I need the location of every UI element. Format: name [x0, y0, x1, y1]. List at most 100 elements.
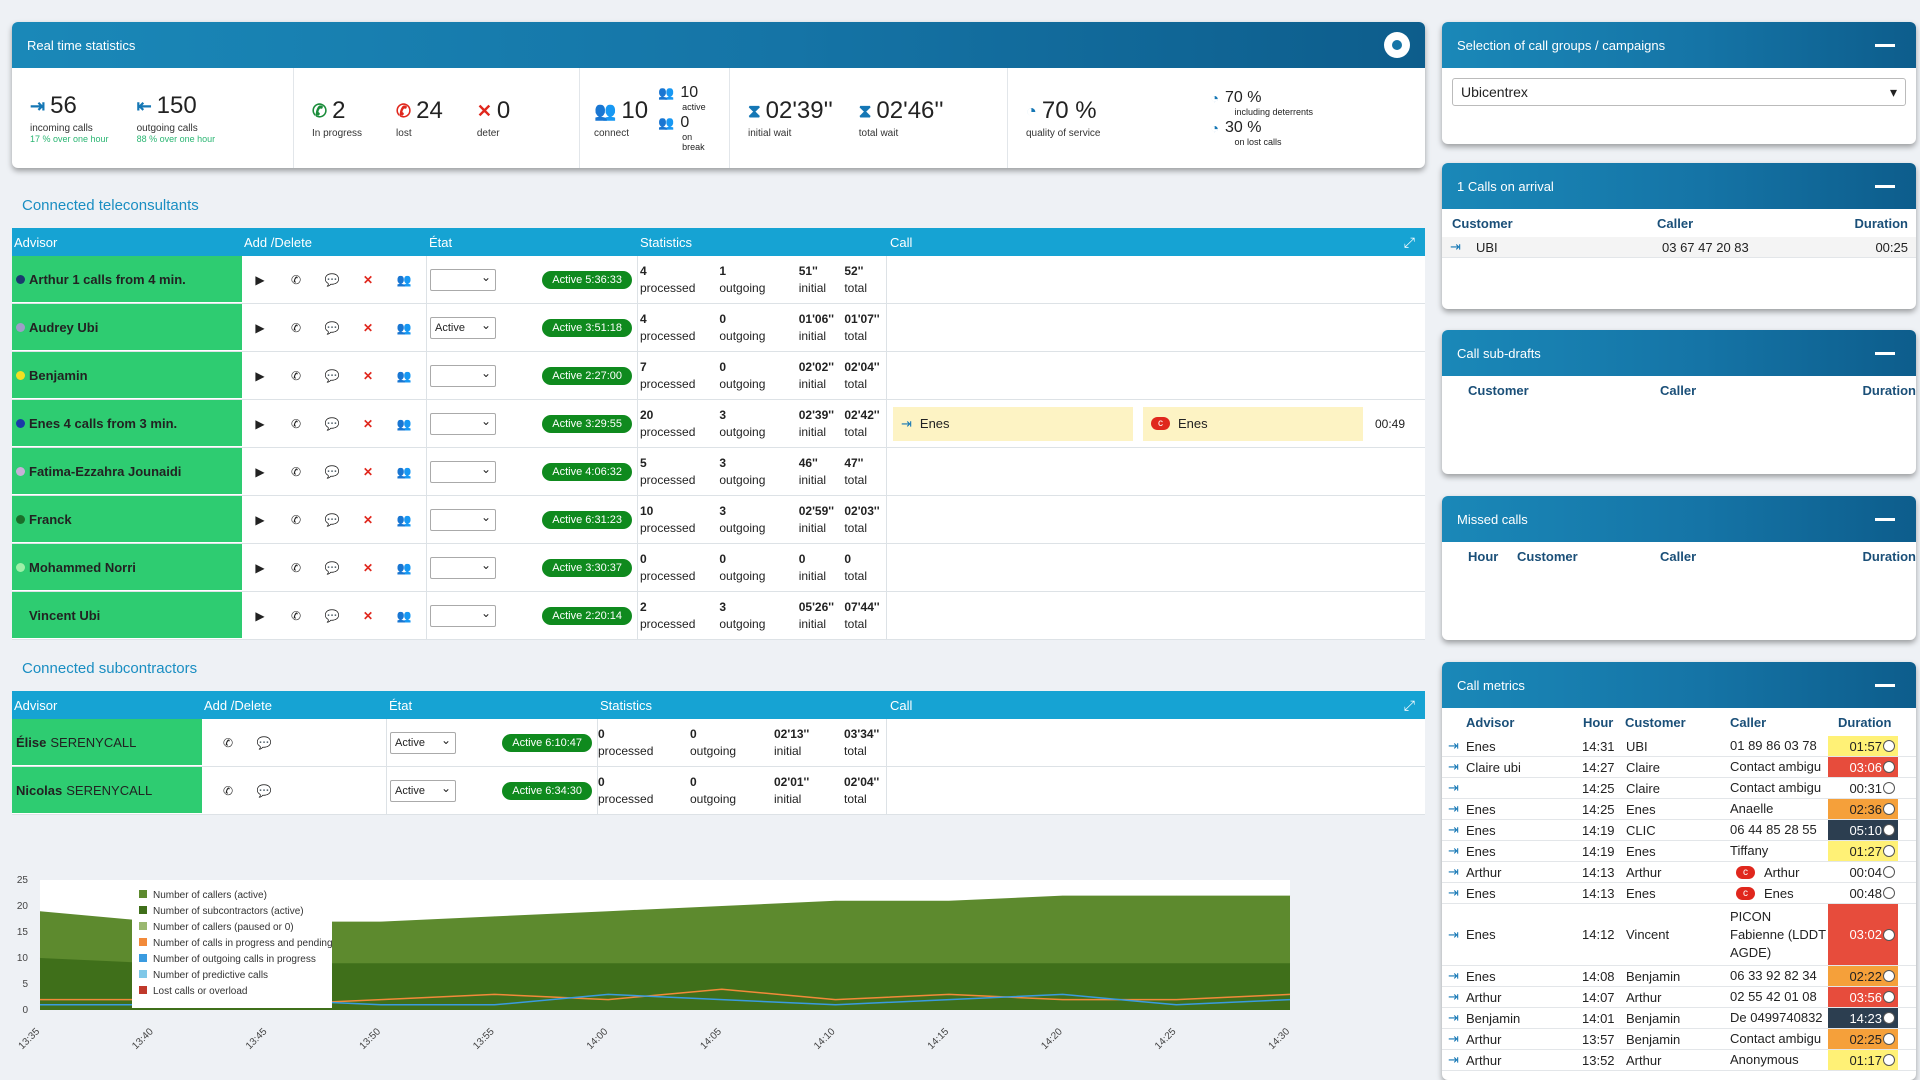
play-icon[interactable]: ▶ — [255, 320, 265, 335]
metric-row[interactable]: ⇥ Arthur 14:07 Arthur 02 55 42 01 08 03:56 — [1442, 987, 1916, 1008]
state-select[interactable]: Active — [390, 779, 456, 802]
play-icon[interactable]: ▶ — [255, 368, 265, 383]
collapse-icon[interactable] — [1875, 43, 1895, 47]
metric-row[interactable]: ⇥ Enes 14:13 Enes c Enes 00:48 — [1442, 883, 1916, 904]
state-select[interactable]: Active — [430, 316, 496, 339]
users-icon[interactable]: 👥 — [396, 560, 412, 575]
metric-row[interactable]: ⇥ Claire ubi 14:27 Claire Contact ambigu 03:0… — [1442, 757, 1916, 778]
users-icon[interactable]: 👥 — [396, 416, 412, 431]
users-icon[interactable]: 👥 — [396, 608, 412, 623]
arrival-row[interactable]: ⇥ UBI 03 67 47 20 83 00:25 — [1442, 237, 1916, 258]
phone-icon[interactable]: ✆ — [290, 464, 302, 479]
play-icon[interactable]: ▶ — [255, 464, 265, 479]
expand-icon[interactable]: ⤢ — [1403, 696, 1415, 713]
chat-icon[interactable]: 💬 — [324, 320, 340, 335]
users-icon[interactable]: 👥 — [396, 320, 412, 335]
state-select[interactable] — [430, 604, 496, 627]
users-icon[interactable]: 👥 — [396, 512, 412, 527]
users-break-icon: 👥 — [658, 115, 675, 130]
phone-icon[interactable]: ✆ — [290, 368, 302, 383]
chat-icon[interactable]: 💬 — [256, 783, 272, 798]
advisor-row: Vincent Ubi ▶ ✆ 💬 ✕ 👥 Active 2:20:14 2processed… — [12, 592, 1425, 640]
collapse-icon[interactable] — [1875, 351, 1895, 355]
expand-icon[interactable]: ⤢ — [1403, 233, 1415, 250]
metric-row[interactable]: ⇥ Arthur 13:52 Arthur Anonymous 01:17 — [1442, 1050, 1916, 1071]
chat-icon[interactable]: 💬 — [256, 735, 272, 750]
advisor-name-cell[interactable]: Benjamin — [12, 352, 242, 399]
delete-icon[interactable]: ✕ — [362, 368, 374, 383]
phone-icon[interactable]: ✆ — [290, 416, 302, 431]
metric-row[interactable]: ⇥ Enes 14:25 Enes Anaelle 02:36 — [1442, 799, 1916, 820]
collapse-icon[interactable] — [1875, 517, 1895, 521]
play-icon[interactable]: ▶ — [255, 272, 265, 287]
phone-icon[interactable]: ✆ — [290, 608, 302, 623]
play-icon[interactable]: ▶ — [255, 512, 265, 527]
phone-icon[interactable]: ✆ — [290, 272, 302, 287]
delete-icon[interactable]: ✕ — [362, 320, 374, 335]
delete-icon[interactable]: ✕ — [362, 560, 374, 575]
chat-icon[interactable]: 💬 — [324, 416, 340, 431]
advisor-name-cell[interactable]: Fatima-Ezzahra Jounaidi — [12, 448, 242, 495]
x-tick-label: 13:40 — [130, 1026, 156, 1052]
metric-row[interactable]: ⇥ Enes 14:12 Vincent PICON Fabienne (LDDT AG… — [1442, 904, 1916, 966]
metric-row[interactable]: ⇥ Arthur 14:13 Arthur c Arthur 00:04 — [1442, 862, 1916, 883]
play-icon[interactable]: ▶ — [255, 416, 265, 431]
collapse-icon[interactable] — [1875, 184, 1895, 188]
users-icon[interactable]: 👥 — [396, 368, 412, 383]
subcontractor-name-cell[interactable]: Nicolas SERENYCALL — [12, 767, 202, 814]
collapse-icon[interactable] — [1875, 683, 1895, 687]
subcontractor-name-cell[interactable]: Élise SERENYCALL — [12, 719, 202, 766]
stat-group-agents: 👥 10 connect 👥 10 active 👥 0 on break — [580, 68, 730, 168]
metric-row[interactable]: ⇥ Enes 14:19 Enes Tiffany 01:27 — [1442, 841, 1916, 862]
gear-icon[interactable] — [1384, 32, 1410, 58]
statistics-cell: 0 processed 0 outgoing 02'13'' initial 03'34''… — [597, 719, 887, 766]
metric-row[interactable]: ⇥ 14:25 Claire Contact ambigu 00:31 — [1442, 778, 1916, 799]
metric-row[interactable]: ⇥ Enes 14:19 CLIC 06 44 85 28 55 05:10 — [1442, 820, 1916, 841]
users-icon[interactable]: 👥 — [396, 464, 412, 479]
state-select[interactable] — [430, 364, 496, 387]
metric-row[interactable]: ⇥ Arthur 13:57 Benjamin Contact ambigu 02:25 — [1442, 1029, 1916, 1050]
chat-icon[interactable]: 💬 — [324, 560, 340, 575]
delete-icon[interactable]: ✕ — [362, 272, 374, 287]
metric-row[interactable]: ⇥ Enes 14:31 UBI 01 89 86 03 78 01:57 — [1442, 736, 1916, 757]
phone-icon[interactable]: ✆ — [290, 560, 302, 575]
advisor-name-cell[interactable]: Mohammed Norri — [12, 544, 242, 591]
state-select[interactable]: Active — [390, 731, 456, 754]
delete-icon[interactable]: ✕ — [362, 416, 374, 431]
advisor-name-cell[interactable]: Enes 4 calls from 3 min. — [12, 400, 242, 447]
advisor-name-cell[interactable]: Vincent Ubi — [12, 592, 242, 639]
state-select[interactable] — [430, 508, 496, 531]
active-badge: Active 3:29:55 — [542, 414, 632, 433]
statistics-cell: 4 processed 1 outgoing 51'' initial 52'' total — [637, 256, 887, 303]
stat-outgoing: 0 outgoing — [719, 359, 766, 391]
users-icon[interactable]: 👥 — [396, 272, 412, 287]
active-call[interactable]: ⇥ Enes c Enes 00:49 — [893, 406, 1411, 441]
delete-icon[interactable]: ✕ — [362, 464, 374, 479]
phone-icon[interactable]: ✆ — [222, 783, 234, 798]
delete-icon[interactable]: ✕ — [362, 608, 374, 623]
hourglass-icon: ⧗ — [748, 100, 761, 121]
metrics-panel: Call metrics Advisor Hour Customer Calle… — [1442, 662, 1916, 1080]
chat-icon[interactable]: 💬 — [324, 464, 340, 479]
campaign-select[interactable]: Ubicentrex ▾ — [1452, 78, 1906, 106]
state-select[interactable] — [430, 412, 496, 435]
advisor-name-cell[interactable]: Audrey Ubi — [12, 304, 242, 351]
advisor-name-cell[interactable]: Arthur 1 calls from 4 min. — [12, 256, 242, 303]
state-select[interactable] — [430, 556, 496, 579]
chat-icon[interactable]: 💬 — [324, 512, 340, 527]
chat-icon[interactable]: 💬 — [324, 368, 340, 383]
delete-icon[interactable]: ✕ — [362, 512, 374, 527]
play-icon[interactable]: ▶ — [255, 608, 265, 623]
play-icon[interactable]: ▶ — [255, 560, 265, 575]
chat-icon[interactable]: 💬 — [324, 608, 340, 623]
phone-icon[interactable]: ✆ — [290, 320, 302, 335]
advisor-name-cell[interactable]: Franck — [12, 496, 242, 543]
legend-box — [132, 883, 332, 1008]
state-select[interactable] — [430, 460, 496, 483]
phone-icon[interactable]: ✆ — [222, 735, 234, 750]
metric-row[interactable]: ⇥ Benjamin 14:01 Benjamin De 0499740832 14:23 — [1442, 1008, 1916, 1029]
phone-icon[interactable]: ✆ — [290, 512, 302, 527]
state-select[interactable] — [430, 268, 496, 291]
chat-icon[interactable]: 💬 — [324, 272, 340, 287]
metric-row[interactable]: ⇥ Enes 14:08 Benjamin 06 33 92 82 34 02:22 — [1442, 966, 1916, 987]
